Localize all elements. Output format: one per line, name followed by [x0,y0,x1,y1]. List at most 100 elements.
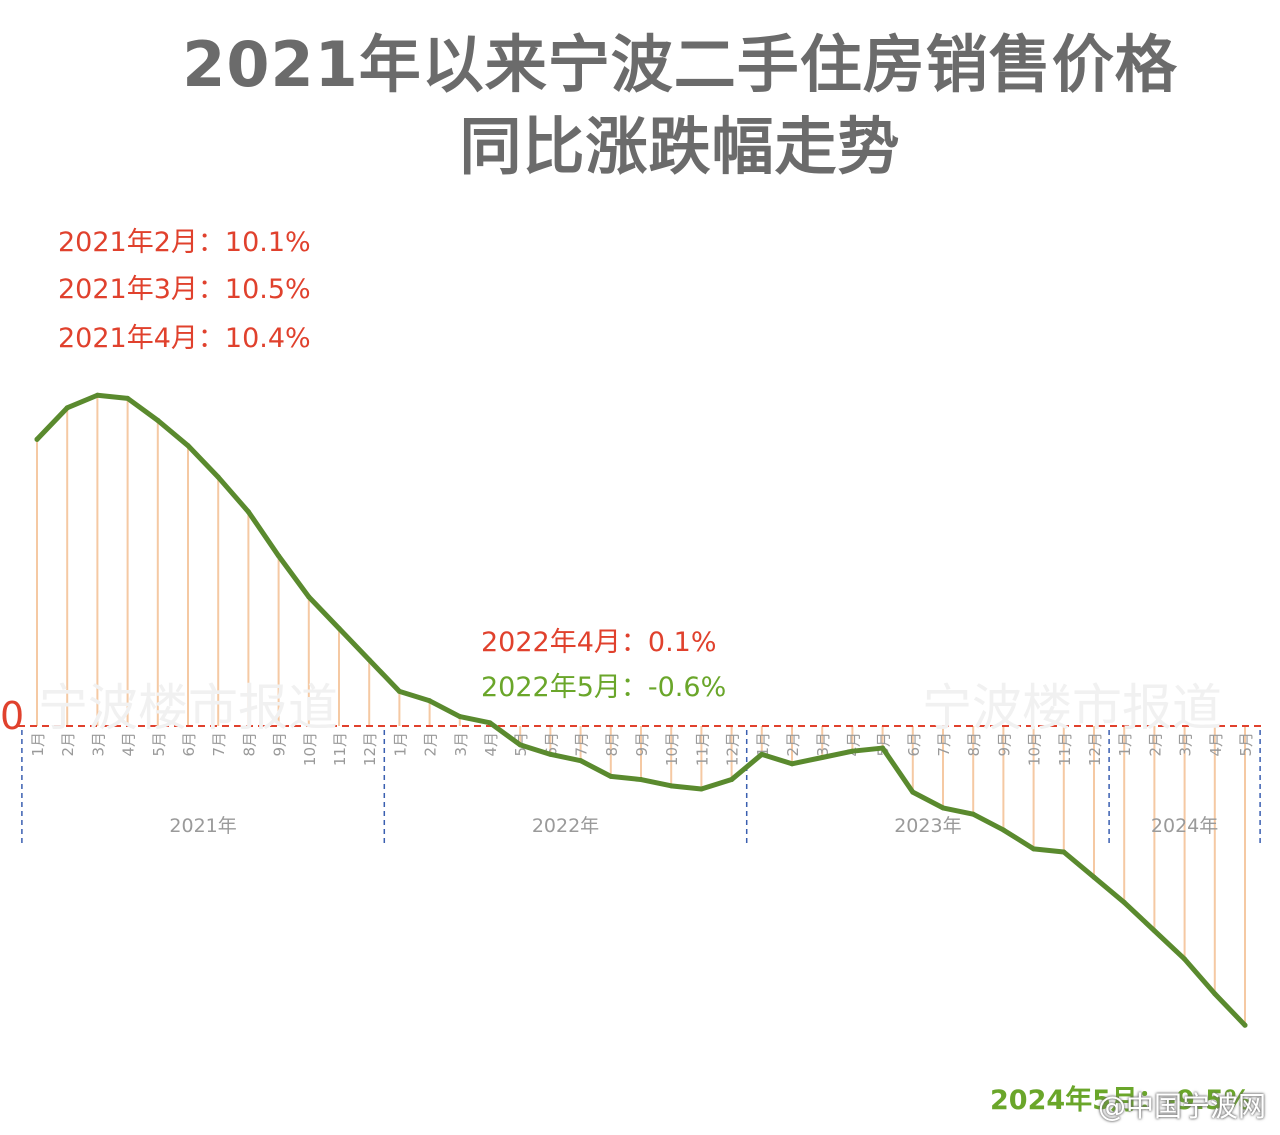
chart-title-line2: 同比涨跌幅走势 [459,110,901,183]
month-tick-label: 6月 [542,732,560,757]
year-labels: 2021年 2022年 2023年 2024年 [169,815,1218,837]
data-point [336,625,342,631]
data-point [729,777,735,783]
data-point [698,786,704,792]
month-tick-label: 6月 [180,732,198,757]
month-tick-label: 1月 [754,732,772,757]
data-point [306,594,312,600]
data-point [245,509,251,515]
year-label: 2023年 [894,815,961,837]
month-tick-label: 12月 [724,732,742,766]
series-line-group [34,392,1248,1028]
annotation-2021-04: 2021年4月：10.4% [58,323,311,354]
year-label: 2021年 [169,815,236,837]
month-tick-label: 8月 [240,732,258,757]
data-point [276,553,282,559]
data-point [1000,827,1006,833]
data-point [185,443,191,449]
data-point [155,417,161,423]
data-point [578,758,584,764]
month-tick-label: 9月 [271,732,289,757]
data-point [1031,846,1037,852]
data-point [638,777,644,783]
month-tick-label: 1月 [1116,732,1134,757]
data-point [1242,1022,1248,1028]
month-tick-label: 8月 [603,732,621,757]
weibo-watermark: @中国宁波网 [1097,1090,1266,1123]
data-point [547,751,553,757]
month-tick-label: 7月 [935,732,953,757]
year-label: 2024年 [1151,815,1218,837]
month-tick-label: 11月 [1056,732,1074,766]
month-tick-label: 1月 [29,732,47,757]
data-point [1121,899,1127,905]
month-tick-label: 7月 [210,732,228,757]
data-point [789,761,795,767]
watermark-left: 宁波楼市报道 [38,679,338,737]
month-tick-label: 2月 [422,732,440,757]
chart-title-line1: 2021年以来宁波二手住房销售价格 [182,28,1178,101]
month-tick-label: 9月 [995,732,1013,757]
data-point [819,755,825,760]
zero-label: 0 [0,694,25,738]
data-point [940,805,946,811]
data-point [880,745,886,751]
data-point [427,698,433,704]
data-point [1182,956,1188,962]
data-point [94,392,100,398]
data-point [366,657,372,663]
data-point [1061,849,1067,855]
month-tick-label: 2月 [784,732,802,757]
drop-lines [36,395,1246,1026]
month-tick-label: 1月 [391,732,409,757]
month-tick-label: 3月 [1177,732,1195,757]
month-tick-label: 11月 [693,732,711,766]
data-point [668,783,674,789]
month-tick-label: 11月 [331,732,349,766]
annotation-2024-05: 2024年5月：-9.5% [990,1085,1252,1116]
data-point [1151,928,1157,934]
data-point [517,742,523,748]
data-point [215,474,221,480]
data-point [125,395,131,401]
year-label: 2022年 [532,815,599,837]
month-tick-label: 7月 [573,732,591,757]
month-tick-label: 4月 [1207,732,1225,757]
month-tick-label: 5月 [150,732,168,757]
month-tick-label: 12月 [361,732,379,766]
data-point [910,789,916,795]
data-point [396,688,402,694]
month-tick-label: 12月 [1086,732,1104,766]
month-tick-labels: 1月 2月 3月 4月 5月 6月 7月 8月 9月 10月 11月 12月 1月 2月 3月 4月 5月 6月 7… [29,732,1255,766]
annotation-2021-02: 2021年2月：10.1% [58,227,311,258]
month-tick-label: 3月 [814,732,832,757]
month-tick-label: 2月 [1146,732,1164,757]
month-tick-label: 3月 [452,732,470,757]
year-dividers [21,730,1261,846]
watermark-right: 宁波楼市报道 [922,679,1222,737]
month-tick-label: 4月 [482,732,500,757]
data-point [64,405,70,411]
month-tick-label: 2月 [59,732,77,757]
data-point [487,720,493,726]
month-tick-label: 10月 [1026,732,1044,766]
data-point [1091,874,1097,880]
month-tick-label: 6月 [905,732,923,757]
data-point [970,811,976,817]
month-tick-label: 10月 [301,732,319,766]
data-point [34,436,40,442]
annotation-2022-04: 2022年4月：0.1% [481,627,717,658]
annotation-2021-03: 2021年3月：10.5% [58,274,311,305]
month-tick-label: 4月 [120,732,138,757]
data-point [849,748,855,754]
month-tick-label: 9月 [633,732,651,757]
data-point [457,714,463,720]
month-tick-label: 8月 [965,732,983,757]
month-tick-label: 5月 [1237,732,1255,757]
annotation-2022-05: 2022年5月：-0.6% [481,672,727,703]
data-point [1212,991,1218,997]
month-tick-label: 3月 [89,732,107,757]
data-point [759,751,765,757]
data-point [608,773,614,779]
